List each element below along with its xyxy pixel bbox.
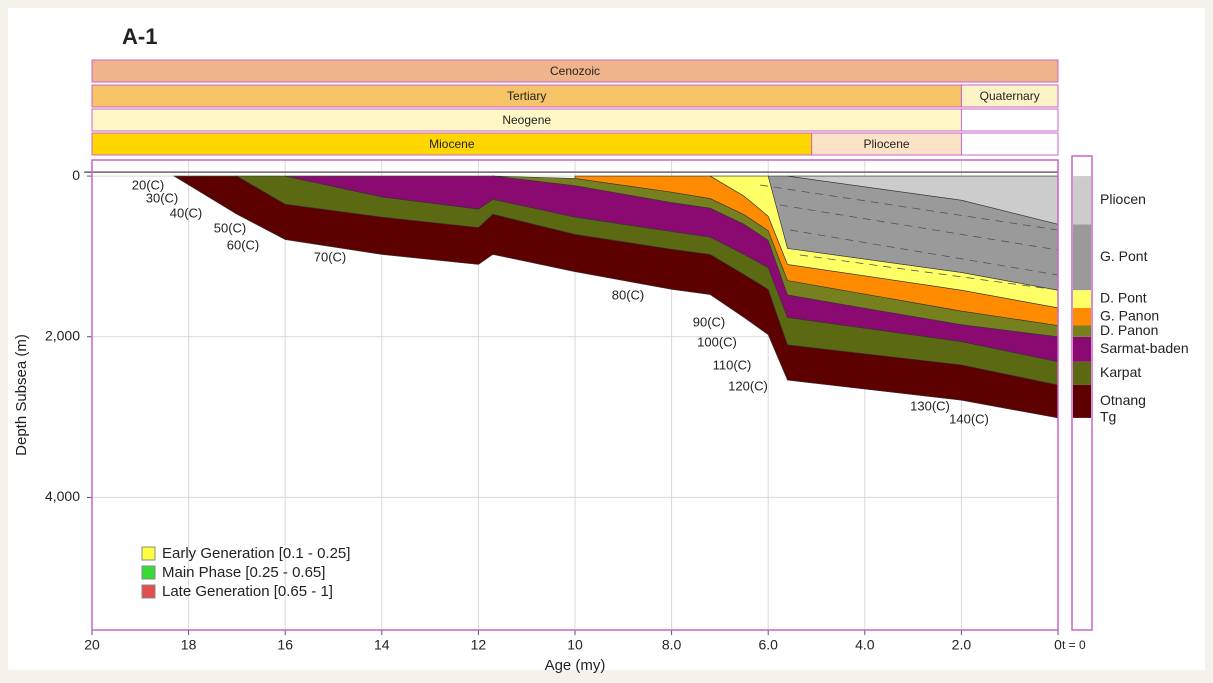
isotherm-label: 120(C)	[728, 378, 768, 393]
era-label: Miocene	[429, 137, 475, 151]
isotherm-label: 80(C)	[612, 287, 645, 302]
legend-label: Main Phase [0.25 - 0.65]	[162, 564, 325, 581]
unit-label: D. Pont	[1100, 290, 1147, 306]
x-tick-label: 6.0	[758, 637, 778, 653]
lithology-dash	[789, 229, 1059, 276]
x-tick-label: 18	[181, 637, 197, 653]
lithology-dash	[799, 254, 1059, 291]
x-tick-label: 14	[374, 637, 390, 653]
unit-label: Karpat	[1100, 364, 1141, 380]
column-unit	[1073, 384, 1091, 418]
isotherm-label: 40(C)	[170, 205, 203, 220]
column-unit	[1073, 336, 1091, 362]
y-tick-label: 4,000	[45, 488, 80, 504]
isotherm-label: 100(C)	[697, 334, 737, 349]
era-bar	[91, 108, 962, 132]
column-unit	[1073, 307, 1091, 326]
column-unit	[1073, 290, 1091, 308]
era-label: Quaternary	[980, 89, 1040, 103]
column-unit	[1073, 361, 1091, 385]
era-label: Pliocene	[864, 137, 910, 151]
lithology-dash	[779, 204, 1059, 251]
isotherm-label: 20(C)	[132, 177, 165, 192]
column-label: t = 0	[1062, 638, 1086, 652]
era-bar	[811, 132, 962, 156]
unit-label: G. Pont	[1100, 248, 1148, 264]
x-tick-label: 0	[1054, 637, 1062, 653]
unit-label: Otnang	[1100, 392, 1146, 408]
column-unit	[1073, 176, 1091, 225]
x-tick-label: 2.0	[952, 637, 972, 653]
x-tick-label: 20	[84, 637, 100, 653]
unit-label: G. Panon	[1100, 307, 1159, 323]
legend-label: Early Generation [0.1 - 0.25]	[162, 545, 350, 562]
era-bar	[91, 59, 1059, 83]
era-bar	[960, 84, 1059, 108]
x-tick-label: 8.0	[662, 637, 682, 653]
isotherm-label: 60(C)	[227, 237, 260, 252]
isotherm-label: 130(C)	[910, 398, 950, 413]
isotherm-label: 90(C)	[693, 314, 726, 329]
legend-label: Late Generation [0.65 - 1]	[162, 583, 333, 600]
x-tick-label: 10	[567, 637, 583, 653]
unit-label: D. Panon	[1100, 322, 1158, 338]
isotherm-label: 70(C)	[314, 249, 347, 264]
y-tick-label: 0	[72, 167, 80, 183]
plot-frame	[91, 159, 1059, 631]
isotherm-label: 50(C)	[214, 220, 247, 235]
column-unit	[1073, 325, 1091, 337]
legend-swatch	[141, 546, 156, 561]
column-unit	[1073, 224, 1091, 291]
isotherm-label: 140(C)	[949, 411, 989, 426]
y-tick-label: 2,000	[45, 327, 80, 343]
x-tick-label: 4.0	[855, 637, 875, 653]
legend-swatch	[141, 584, 156, 599]
chart-title: A-1	[122, 24, 157, 49]
unit-label: Pliocen	[1100, 191, 1146, 207]
basement-label: Tg	[1100, 409, 1116, 425]
x-axis-title: Age (my)	[545, 657, 606, 674]
y-axis-title: Depth Subsea (m)	[13, 334, 30, 456]
unit-label: Sarmat-baden	[1100, 340, 1189, 356]
x-tick-label: 16	[277, 637, 293, 653]
isotherm-label: 110(C)	[713, 357, 752, 372]
era-label: Cenozoic	[550, 64, 600, 78]
isotherm-label: 30(C)	[146, 190, 179, 205]
x-tick-label: 12	[471, 637, 487, 653]
legend-swatch	[141, 565, 156, 580]
era-label: Neogene	[502, 113, 551, 127]
era-label: Tertiary	[507, 89, 546, 103]
